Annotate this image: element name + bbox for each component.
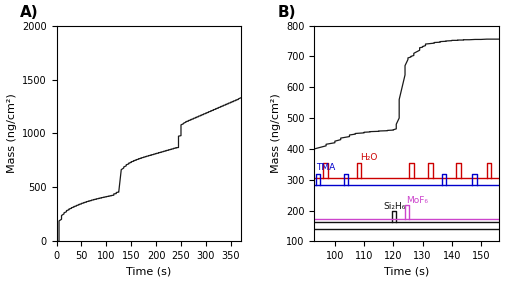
X-axis label: Time (s): Time (s) bbox=[384, 267, 429, 277]
X-axis label: Time (s): Time (s) bbox=[126, 267, 171, 277]
Text: MoF₆: MoF₆ bbox=[407, 197, 429, 205]
Text: B): B) bbox=[278, 5, 296, 20]
Text: A): A) bbox=[20, 5, 39, 20]
Text: Si₂H₆: Si₂H₆ bbox=[383, 202, 406, 211]
Y-axis label: Mass (ng/cm²): Mass (ng/cm²) bbox=[7, 94, 16, 173]
Y-axis label: Mass (ng/cm²): Mass (ng/cm²) bbox=[270, 94, 281, 173]
Text: H₂O: H₂O bbox=[360, 153, 377, 162]
Text: TMA: TMA bbox=[316, 164, 335, 172]
